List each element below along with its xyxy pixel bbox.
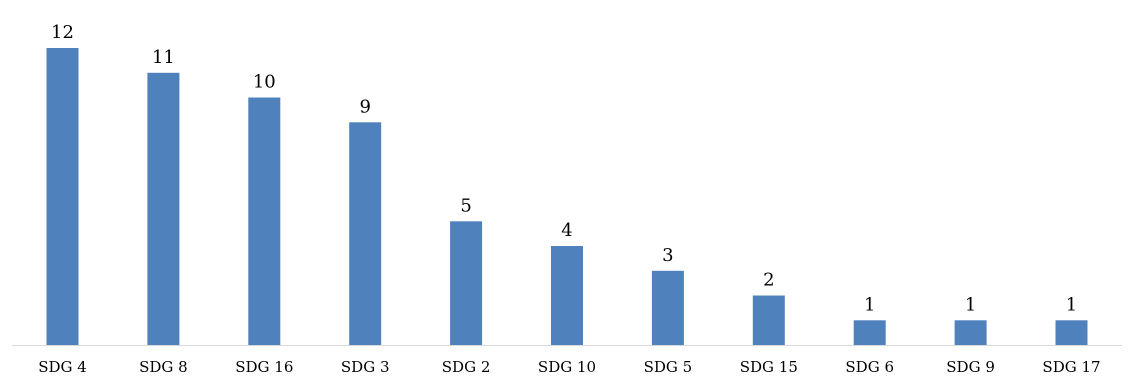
x-tick-label-sdg-9: SDG 9 bbox=[946, 358, 995, 376]
data-label-sdg-10: 4 bbox=[561, 220, 572, 241]
bar-sdg-4 bbox=[46, 48, 79, 345]
x-tick-label-sdg-15: SDG 15 bbox=[740, 358, 798, 376]
x-tick-label-sdg-8: SDG 8 bbox=[139, 358, 188, 376]
x-tick-label-sdg-3: SDG 3 bbox=[341, 358, 390, 376]
x-tick-label-sdg-10: SDG 10 bbox=[538, 358, 596, 376]
x-tick-label-sdg-17: SDG 17 bbox=[1042, 358, 1100, 376]
data-label-sdg-2: 5 bbox=[460, 195, 471, 216]
data-label-sdg-9: 1 bbox=[965, 294, 976, 315]
bars-layer bbox=[46, 48, 1088, 346]
bar-sdg-6 bbox=[853, 320, 886, 346]
data-label-sdg-4: 12 bbox=[51, 22, 74, 43]
bar-sdg-3 bbox=[349, 122, 382, 346]
data-label-sdg-15: 2 bbox=[763, 270, 774, 291]
bar-sdg-15 bbox=[752, 295, 785, 345]
data-label-sdg-5: 3 bbox=[662, 245, 673, 266]
x-tick-labels-layer: SDG 4 SDG 8 SDG 16 SDG 3 SDG 2 SDG 10 SDG 5 SDG… bbox=[38, 358, 1100, 376]
x-tick-label-sdg-2: SDG 2 bbox=[442, 358, 491, 376]
data-label-sdg-3: 9 bbox=[359, 96, 370, 117]
bar-sdg-2 bbox=[450, 221, 483, 346]
x-tick-label-sdg-16: SDG 16 bbox=[235, 358, 293, 376]
x-tick-label-sdg-6: SDG 6 bbox=[845, 358, 894, 376]
data-label-sdg-8: 11 bbox=[152, 47, 175, 68]
data-label-sdg-16: 10 bbox=[253, 72, 276, 93]
bar-sdg-8 bbox=[147, 72, 180, 346]
bar-sdg-17 bbox=[1055, 320, 1088, 346]
x-tick-label-sdg-4: SDG 4 bbox=[38, 358, 87, 376]
data-label-sdg-6: 1 bbox=[864, 294, 875, 315]
bar-sdg-10 bbox=[551, 246, 583, 345]
x-tick-label-sdg-5: SDG 5 bbox=[644, 358, 693, 376]
bar-sdg-5 bbox=[651, 270, 684, 346]
bar-sdg-9 bbox=[954, 320, 987, 346]
data-label-sdg-17: 1 bbox=[1066, 294, 1077, 315]
bar-sdg-16 bbox=[248, 97, 281, 345]
